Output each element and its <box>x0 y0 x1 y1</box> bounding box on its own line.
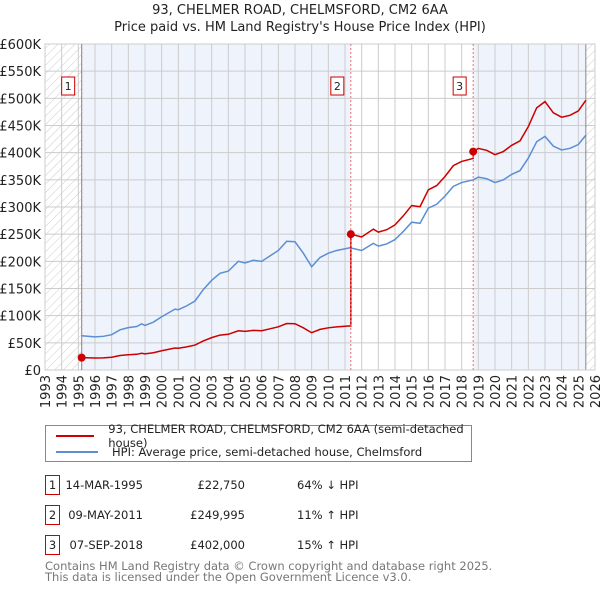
y-tick-label: £400K <box>0 147 41 162</box>
sale-hpi-diff: 64% ↓ HPI <box>297 478 359 492</box>
legend-item-hpi: HPI: Average price, semi-detached house,… <box>56 444 422 460</box>
x-tick-label: 1999 <box>139 375 154 408</box>
sale-date: 07-SEP-2018 <box>69 538 143 552</box>
x-tick-label: 2018 <box>456 375 471 408</box>
x-tick-label: 1993 <box>39 375 54 408</box>
x-tick-label: 2011 <box>339 375 354 408</box>
x-tick-label: 2023 <box>539 375 554 408</box>
x-tick-label: 2005 <box>239 375 254 408</box>
sale-label: 3 <box>456 80 463 93</box>
y-tick-label: £0 <box>24 364 41 379</box>
sale-price: £22,750 <box>197 478 245 492</box>
x-tick-label: 2003 <box>206 375 221 408</box>
footer-licence: This data is licensed under the Open Gov… <box>45 570 412 584</box>
chart-title: 93, CHELMER ROAD, CHELMSFORD, CM2 6AA <box>152 3 448 18</box>
sale-label: 2 <box>334 80 341 93</box>
x-tick-label: 2015 <box>406 375 421 408</box>
sale-hpi-diff: 15% ↑ HPI <box>297 538 359 552</box>
y-tick-label: £300K <box>0 201 41 216</box>
x-tick-label: 2024 <box>556 375 571 408</box>
sale-badge: 2 <box>45 505 60 525</box>
chart-subtitle: Price paid vs. HM Land Registry's House … <box>114 20 486 35</box>
x-tick-label: 2025 <box>572 375 587 408</box>
x-tick-label: 2016 <box>422 375 437 408</box>
legend-label-hpi: HPI: Average price, semi-detached house,… <box>112 445 423 459</box>
x-tick-label: 2009 <box>306 375 321 408</box>
price-paid-line <box>81 99 587 359</box>
x-tick-label: 2020 <box>489 375 504 408</box>
hpi-line <box>81 134 587 338</box>
sale-badge: 1 <box>45 475 60 495</box>
sale-row: 2 09-MAY-2011 £249,995 11% ↑ HPI <box>45 505 465 525</box>
legend: 93, CHELMER ROAD, CHELMSFORD, CM2 6AA (s… <box>45 422 472 462</box>
x-tick-label: 1994 <box>56 375 71 408</box>
sale-row: 1 14-MAR-1995 £22,750 64% ↓ HPI <box>45 475 465 495</box>
y-tick-label: £150K <box>0 283 41 298</box>
y-tick-label: £50K <box>8 337 42 352</box>
x-tick-label: 2014 <box>389 375 404 408</box>
x-tick-label: 2002 <box>189 375 204 408</box>
y-tick-label: £500K <box>0 92 41 107</box>
x-tick-label: 2012 <box>356 375 371 408</box>
x-tick-label: 1998 <box>122 375 137 408</box>
legend-item-price: 93, CHELMER ROAD, CHELMSFORD, CM2 6AA (s… <box>56 422 471 450</box>
sale-badge: 3 <box>45 535 60 555</box>
x-tick-label: 2004 <box>222 375 237 408</box>
sale-price: £249,995 <box>190 508 245 522</box>
y-tick-label: £550K <box>0 65 41 80</box>
x-tick-label: 1995 <box>72 375 87 408</box>
x-tick-label: 2013 <box>372 375 387 408</box>
x-tick-label: 2000 <box>156 375 171 408</box>
y-tick-label: £600K <box>0 38 41 53</box>
plot-frame <box>44 43 596 371</box>
sale-hpi-diff: 11% ↑ HPI <box>297 508 359 522</box>
sale-point <box>77 353 86 362</box>
x-tick-label: 2019 <box>472 375 487 408</box>
sale-label: 1 <box>65 80 72 93</box>
y-tick-label: £450K <box>0 120 41 135</box>
sale-date: 09-MAY-2011 <box>68 508 143 522</box>
y-tick-label: £200K <box>0 255 41 270</box>
x-tick-label: 2010 <box>322 375 337 408</box>
sale-point <box>469 147 478 156</box>
x-tick-label: 2001 <box>172 375 187 408</box>
sale-point <box>346 230 355 239</box>
sale-label-box <box>452 76 467 96</box>
x-tick-label: 2021 <box>506 375 521 408</box>
sale-row: 3 07-SEP-2018 £402,000 15% ↑ HPI <box>45 535 465 555</box>
sale-label-box <box>61 76 76 96</box>
sale-label-box <box>330 76 345 96</box>
x-tick-label: 2026 <box>589 375 600 408</box>
legend-swatch-hpi <box>56 451 98 453</box>
line-chart: £0 £50K £100K £150K £200K £250K £300K £350K £400… <box>0 38 600 408</box>
legend-swatch-price <box>56 435 95 437</box>
x-tick-label: 1997 <box>106 375 121 408</box>
legend-label-price: 93, CHELMER ROAD, CHELMSFORD, CM2 6AA (s… <box>108 422 464 450</box>
x-tick-label: 2007 <box>272 375 287 408</box>
sale-date: 14-MAR-1995 <box>65 478 143 492</box>
x-tick-label: 2008 <box>289 375 304 408</box>
y-tick-label: £250K <box>0 228 41 243</box>
x-tick-label: 2022 <box>522 375 537 408</box>
x-tick-label: 2017 <box>439 375 454 408</box>
y-tick-label: £100K <box>0 310 41 325</box>
x-tick-label: 2006 <box>256 375 271 408</box>
y-tick-label: £350K <box>0 174 41 189</box>
sale-price: £402,000 <box>190 538 245 552</box>
footer-copyright: Contains HM Land Registry data © Crown c… <box>45 559 493 573</box>
x-tick-label: 1996 <box>89 375 104 408</box>
